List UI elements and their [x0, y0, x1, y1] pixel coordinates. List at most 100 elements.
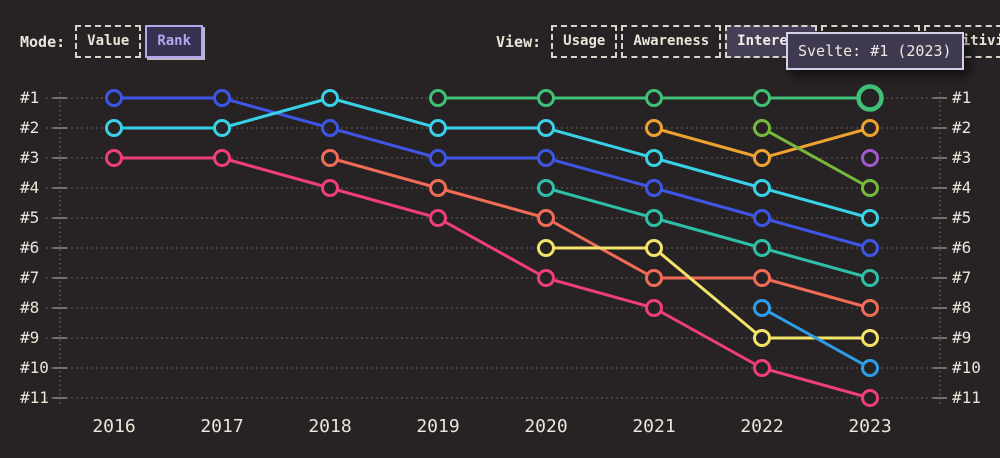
- y-axis-label-left: #7: [20, 268, 39, 287]
- data-point-cyan-2017[interactable]: [213, 119, 231, 137]
- y-axis-label-right: #1: [952, 88, 971, 107]
- mode-option-value[interactable]: Value: [75, 25, 142, 58]
- series-line-pink[interactable]: [112, 156, 872, 400]
- y-axis-label-left: #8: [20, 298, 39, 317]
- data-point-purple-2023[interactable]: [861, 149, 879, 167]
- data-point-salmon-2018[interactable]: [321, 149, 339, 167]
- view-toolbar: View: Usage Awareness Interest Retention…: [496, 25, 1000, 58]
- x-axis-label-2016: 2016: [92, 416, 135, 437]
- data-point-lime-2022[interactable]: [753, 119, 771, 137]
- view-option-awareness[interactable]: Awareness: [621, 25, 722, 58]
- tooltip-text: Svelte: #1 (2023): [798, 42, 952, 60]
- x-axis-label-2019: 2019: [416, 416, 459, 437]
- data-point-yellow-2020[interactable]: [537, 239, 555, 257]
- view-option-usage[interactable]: Usage: [551, 25, 618, 58]
- data-point-pink-2021[interactable]: [645, 299, 663, 317]
- series-line-salmon[interactable]: [328, 156, 872, 310]
- data-point-cyan-2023[interactable]: [861, 209, 879, 227]
- y-axis-label-left: #4: [20, 178, 39, 197]
- x-axis-label-2020: 2020: [524, 416, 567, 437]
- y-axis-label-right: #2: [952, 118, 971, 137]
- data-point-yellow-2023[interactable]: [861, 329, 879, 347]
- series-line-teal[interactable]: [544, 186, 872, 280]
- data-point-orange-2021[interactable]: [645, 119, 663, 137]
- data-point-teal-2020[interactable]: [537, 179, 555, 197]
- data-point-yellow-2022[interactable]: [753, 329, 771, 347]
- data-point-blue-2022[interactable]: [753, 209, 771, 227]
- x-axis-label-2022: 2022: [740, 416, 783, 437]
- mode-toolbar: Mode: Value Rank: [20, 25, 204, 58]
- data-point-pink-2018[interactable]: [321, 179, 339, 197]
- chart-tooltip: Svelte: #1 (2023): [786, 32, 964, 70]
- x-axis-label-2017: 2017: [200, 416, 243, 437]
- data-point-svelte-green-2020[interactable]: [537, 89, 555, 107]
- y-axis-label-right: #7: [952, 268, 971, 287]
- data-point-yellow-2021[interactable]: [645, 239, 663, 257]
- y-axis-label-left: #1: [20, 88, 39, 107]
- data-point-pink-2022[interactable]: [753, 359, 771, 377]
- data-point-cyan-2022[interactable]: [753, 179, 771, 197]
- y-axis-label-left: #5: [20, 208, 39, 227]
- y-axis-label-right: #6: [952, 238, 971, 257]
- data-point-svelte-green-2019[interactable]: [429, 89, 447, 107]
- data-point-orange-2022[interactable]: [753, 149, 771, 167]
- data-point-blue-2018[interactable]: [321, 119, 339, 137]
- data-point-cyan-2021[interactable]: [645, 149, 663, 167]
- data-point-blue-2021[interactable]: [645, 179, 663, 197]
- data-point-svelte-green-2021[interactable]: [645, 89, 663, 107]
- mode-option-rank[interactable]: Rank: [145, 25, 204, 58]
- x-axis-label-2021: 2021: [632, 416, 675, 437]
- data-point-cyan-2019[interactable]: [429, 119, 447, 137]
- y-axis-label-right: #4: [952, 178, 971, 197]
- data-point-blue-2019[interactable]: [429, 149, 447, 167]
- series-line-azure[interactable]: [760, 306, 872, 370]
- y-axis-label-right: #11: [952, 388, 981, 407]
- data-point-pink-2019[interactable]: [429, 209, 447, 227]
- y-axis-label-left: #11: [20, 388, 49, 407]
- data-point-cyan-2018[interactable]: [321, 89, 339, 107]
- series-line-lime[interactable]: [760, 126, 872, 190]
- data-point-salmon-2020[interactable]: [537, 209, 555, 227]
- data-point-teal-2023[interactable]: [861, 269, 879, 287]
- data-point-blue-2017[interactable]: [213, 89, 231, 107]
- y-axis-label-right: #8: [952, 298, 971, 317]
- y-axis-label-right: #3: [952, 148, 971, 167]
- data-point-blue-2023[interactable]: [861, 239, 879, 257]
- y-axis-label-right: #5: [952, 208, 971, 227]
- series-line-blue[interactable]: [112, 96, 872, 250]
- y-axis-label-right: #9: [952, 328, 971, 347]
- data-point-pink-2016[interactable]: [105, 149, 123, 167]
- y-axis-label-left: #6: [20, 238, 39, 257]
- data-point-azure-2023[interactable]: [861, 359, 879, 377]
- data-point-salmon-2021[interactable]: [645, 269, 663, 287]
- y-axis-label-left: #9: [20, 328, 39, 347]
- data-point-orange-2023[interactable]: [861, 119, 879, 137]
- data-point-svelte-green-2023[interactable]: [856, 84, 884, 112]
- data-point-azure-2022[interactable]: [753, 299, 771, 317]
- x-axis-label-2023: 2023: [848, 416, 891, 437]
- y-axis-label-left: #2: [20, 118, 39, 137]
- data-point-pink-2023[interactable]: [861, 389, 879, 407]
- data-point-teal-2021[interactable]: [645, 209, 663, 227]
- y-axis-label-left: #10: [20, 358, 49, 377]
- data-point-teal-2022[interactable]: [753, 239, 771, 257]
- data-point-lime-2023[interactable]: [861, 179, 879, 197]
- data-point-salmon-2022[interactable]: [753, 269, 771, 287]
- series-line-cyan[interactable]: [112, 96, 872, 220]
- data-point-blue-2020[interactable]: [537, 149, 555, 167]
- data-point-pink-2020[interactable]: [537, 269, 555, 287]
- data-point-svelte-green-2022[interactable]: [753, 89, 771, 107]
- data-point-pink-2017[interactable]: [213, 149, 231, 167]
- data-point-salmon-2019[interactable]: [429, 179, 447, 197]
- view-label: View:: [496, 32, 542, 51]
- data-point-cyan-2020[interactable]: [537, 119, 555, 137]
- data-point-blue-2016[interactable]: [105, 89, 123, 107]
- data-point-cyan-2016[interactable]: [105, 119, 123, 137]
- mode-label: Mode:: [20, 32, 66, 51]
- y-axis-label-left: #3: [20, 148, 39, 167]
- x-axis-label-2018: 2018: [308, 416, 351, 437]
- data-point-salmon-2023[interactable]: [861, 299, 879, 317]
- y-axis-label-right: #10: [952, 358, 981, 377]
